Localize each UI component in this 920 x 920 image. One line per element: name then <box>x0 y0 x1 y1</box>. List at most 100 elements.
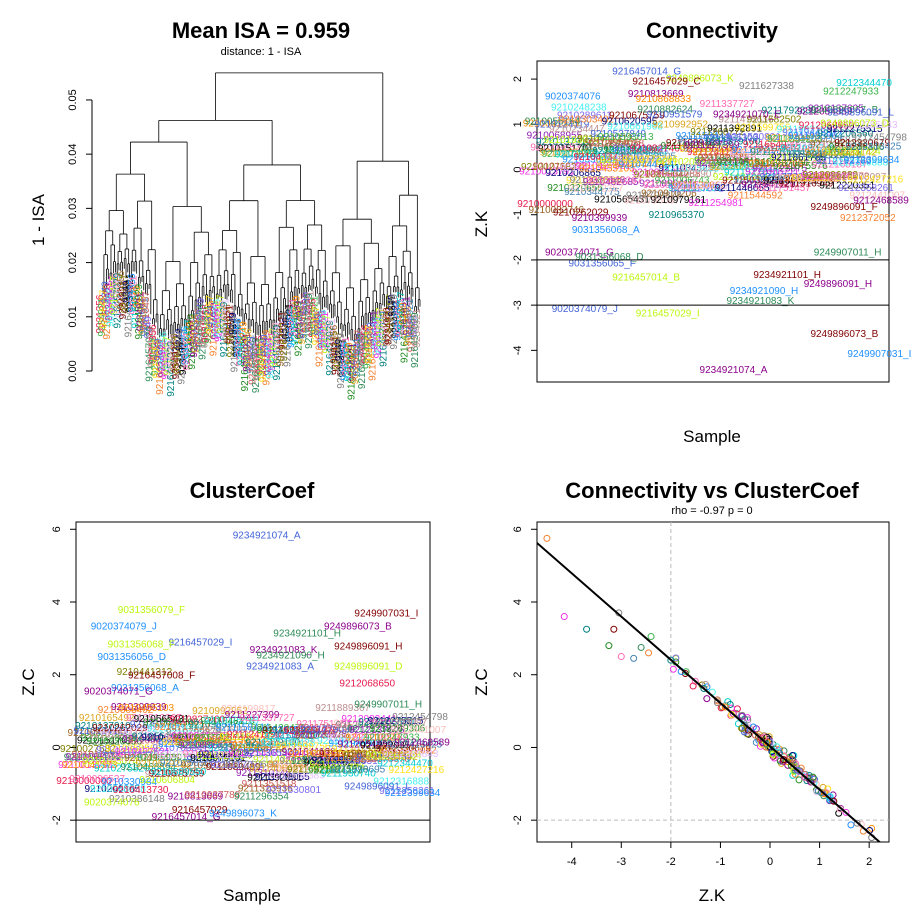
dendrogram-leaves: 9031356923492192164579249921645702992349… <box>95 270 423 400</box>
connectivity-point-label: 9212096232 <box>803 170 859 181</box>
dendrogram-leaf-label: 9249 <box>196 297 207 320</box>
clustercoef-point-label: 9211392891 <box>247 772 302 783</box>
clustercoef-point-label: 9210841251 <box>171 731 227 742</box>
scatter-outlier-point <box>645 649 653 657</box>
connectivity-point-label: 9210923997 <box>643 180 699 191</box>
clustercoef-point-label: 9212289306 <box>370 723 426 734</box>
clustercoef-y-tick-label: 6 <box>51 526 63 532</box>
dendrogram-leaf-label: 9234921 <box>178 336 189 375</box>
connectivity-point-label: 9211530801 <box>726 132 781 143</box>
connectivity-point-label: 9211461846 <box>717 157 772 168</box>
connectivity-point-label: 9211641129 <box>741 180 796 191</box>
connectivity-point-label: 9211737666 <box>754 158 809 169</box>
dendrogram-leaf-label: 9216457029 <box>389 294 400 350</box>
clustercoef-point-label: 9210151701 <box>77 736 133 747</box>
connectivity-point-label: 9210344775 <box>564 187 620 198</box>
clustercoef-point-label: 9211710084 <box>291 756 346 767</box>
dendrogram-leaf-label: 9216457 <box>247 345 258 384</box>
connectivity-highlighted-label: 9249896073_K <box>666 73 734 84</box>
connectivity-point-label: 9210620595 <box>602 116 658 127</box>
clustercoef-point-label: 9210441312 <box>117 667 173 678</box>
dendrogram-leaf-label: 9216457 <box>215 294 226 333</box>
dendrogram-leaf-label: 9031356 <box>350 345 361 384</box>
dendrogram-leaf-label: 9216457 <box>99 289 110 328</box>
connectivity-point-label: 9211834203 <box>767 134 822 145</box>
clustercoef-point-label: 9211117071 <box>210 760 264 771</box>
connectivity-point-label: 9211351518 <box>702 152 757 163</box>
dendrogram-leaf-label: 9234921 <box>412 308 423 347</box>
connectivity-point-label: 9211503219 <box>722 175 777 186</box>
clustercoef-point-label: 9210923997 <box>183 749 239 760</box>
clustercoef-point-label: 9211199817 <box>221 704 276 715</box>
connectivity-highlighted-label: 9020374079_J <box>552 304 618 315</box>
dendrogram-leaf-label: 9216457029 <box>400 307 411 363</box>
connectivity-point-label: 9211392891 <box>707 124 762 135</box>
scatter-point <box>826 796 834 804</box>
dendrogram-leaf-label: 9234921 <box>189 318 200 357</box>
dendrogram-leaf-label: 9234921 <box>97 297 108 336</box>
connectivity-point-label: 9210868833 <box>635 94 691 105</box>
dendrogram-leaf-label: 9249 <box>366 322 377 345</box>
connectivity-point-label: 9210717132 <box>615 159 671 170</box>
connectivity-point-label: 9210220656 <box>547 183 603 194</box>
connectivity-point-label: 9211875576 <box>773 161 828 172</box>
dendrogram-leaf-label: 9249 <box>281 317 292 340</box>
connectivity-point-label: 9210082746 <box>528 205 584 216</box>
connectivity-point-label: 9211710084 <box>750 147 805 158</box>
connectivity-point-label: 9211323936 <box>698 153 753 164</box>
scatter-outlier-point <box>610 625 618 633</box>
connectivity-highlighted-label: 9031356068_A <box>572 225 640 236</box>
dendrogram-leaf-label: 9216457 <box>407 313 418 352</box>
clustercoef-point-label: 9211627338 <box>279 756 334 767</box>
scatter-point <box>776 757 784 765</box>
dendrogram-leaf-label: 9234921 <box>263 336 274 375</box>
dendrogram-leaf-label: 9249 <box>334 338 345 361</box>
clustercoef-point-label: 9210289611 <box>96 745 151 756</box>
connectivity-point-label: 9210193074 <box>543 135 599 146</box>
dendrogram-leaf-label: 9234921 <box>136 292 147 331</box>
dendrogram-leaf-label: 9216457 <box>385 294 396 333</box>
connectivity-highlighted-label: 9216457029_C <box>632 77 700 88</box>
connectivity-point-label: 9210386148 <box>570 175 626 186</box>
clustercoef-point-label: 9211861785 <box>311 756 366 767</box>
clustercoef-point-label: 9211282563 <box>232 740 287 751</box>
clustercoef-point-label: 9212330679 <box>375 744 431 755</box>
dendrogram-leaf-label: 9216457029 <box>134 283 145 339</box>
connectivity-highlighted-label: 9234921074_A <box>700 365 768 376</box>
clustercoef-highlighted-label: 9031356079_F <box>118 605 185 616</box>
clustercoef-point-label: 9210206865 <box>85 784 141 795</box>
dendrogram-leaf-label: 9031356 <box>191 314 202 353</box>
connectivity-point-label: 9211972113 <box>786 141 841 152</box>
clustercoef-point-label: 9211572174 <box>272 725 327 736</box>
dendrogram-leaf-label: 9216457 <box>109 275 120 314</box>
clustercoef-y-tick-label: -2 <box>51 815 63 825</box>
connectivity-point-label: 9210772296 <box>622 155 678 166</box>
dendrogram-leaf-label: 9031356 <box>212 298 223 337</box>
clustercoef-point-label: 9210027582 <box>60 744 116 755</box>
clustercoef-point-label: 9211475637 <box>259 739 314 750</box>
dendrogram-title: Mean ISA = 0.959 <box>172 18 350 43</box>
dendrogram-leaf-label: 9216457029 <box>102 284 113 340</box>
clustercoef-point-label: 9210510267 <box>126 713 182 724</box>
clustercoef-point-label: 9211006743 <box>194 733 249 744</box>
dendrogram-leaf-label: 9234921 <box>267 331 278 370</box>
scatter-point <box>842 808 850 816</box>
connectivity-point-label: 9210289611 <box>557 111 612 122</box>
dendrogram-leaf-label: 9249 <box>292 295 303 318</box>
connectivity-point-label: 9211999695 <box>790 149 845 160</box>
connectivity-point-label: 9211172235 <box>677 135 732 146</box>
clustercoef-highlighted-label: 9249896091_D <box>334 661 402 672</box>
connectivity-point-label: 9212289306 <box>829 142 885 153</box>
dendrogram-y-tick-label: 0.00 <box>67 360 79 381</box>
connectivity-point-label: 9211489428 <box>720 162 775 173</box>
connectivity-point-label: 9210013791 <box>519 167 575 178</box>
dendrogram-subtitle: distance: 1 - ISA <box>221 46 302 58</box>
scatter-point <box>770 754 778 762</box>
scatter-point <box>743 728 751 736</box>
clustercoef-point-label: 9211503219 <box>262 726 317 737</box>
clustercoef-highlighted-label: 9031356068_F <box>108 639 175 650</box>
dendrogram-leaf-label: 9216457 <box>332 331 343 370</box>
connectivity-point-label: 9210910206 <box>641 188 697 199</box>
connectivity-point-label: 9210524058 <box>589 138 645 149</box>
